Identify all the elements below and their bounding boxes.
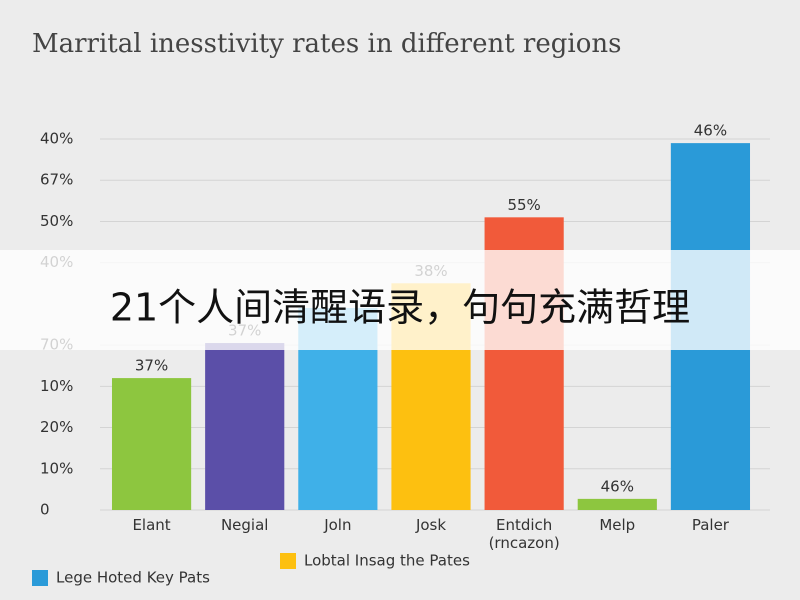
x-tick-label: Elant (132, 516, 170, 534)
x-tick-label: Joln (323, 516, 351, 534)
overlay: 21个人间清醒语录，句句充满哲理 (0, 250, 800, 350)
y-tick-label: 10% (40, 459, 73, 477)
value-label: 46% (694, 122, 727, 140)
legend-swatch (32, 570, 48, 586)
x-tick-label: Paler (692, 516, 730, 534)
y-tick-label: 20% (40, 418, 73, 436)
legend-label: Lobtal Insag the Pates (304, 552, 470, 570)
x-tick-label: Melp (599, 516, 635, 534)
x-tick-label: Josk (415, 516, 446, 534)
x-tick-label: Entdich (rncazon) (489, 516, 560, 552)
y-tick-label: 50% (40, 212, 73, 230)
banner (0, 250, 800, 350)
banner-text: 21个人间清醒语录，句句充满哲理 (110, 286, 690, 330)
value-label: 46% (601, 477, 634, 495)
x-tick-label: Negial (221, 516, 269, 534)
y-tick-label: 10% (40, 377, 73, 395)
chart-title: Marrital inesstivity rates in different … (32, 29, 621, 59)
bar (205, 343, 285, 510)
y-tick-label: 40% (40, 130, 73, 148)
legend-label: Lege Hoted Key Pats (56, 569, 210, 587)
legend-swatch (280, 553, 296, 569)
y-tick-label: 0 (40, 501, 50, 519)
value-label: 37% (135, 357, 168, 375)
value-label: 55% (507, 196, 540, 214)
bar (111, 378, 192, 510)
bar (577, 498, 657, 510)
y-tick-label: 67% (40, 171, 73, 189)
